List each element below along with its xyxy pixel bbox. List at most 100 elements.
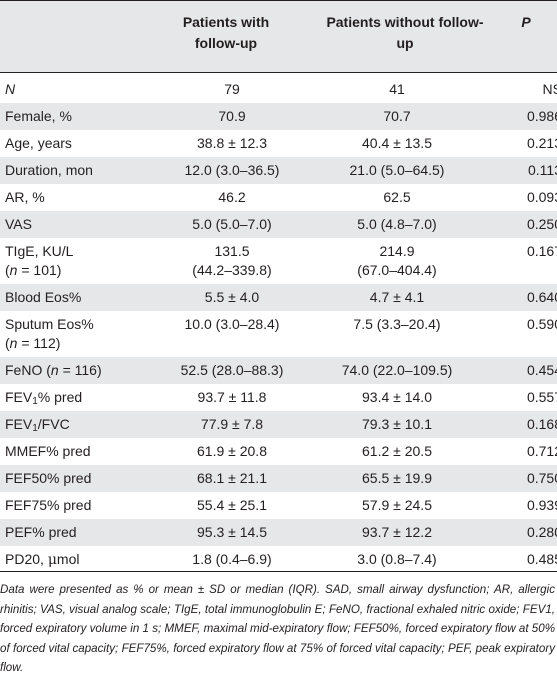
cell-with: 77.9 ± 7.8 bbox=[162, 411, 302, 438]
cell-p: 0.590 bbox=[526, 316, 557, 332]
cell-without: 7.5 (3.3–20.4) bbox=[353, 316, 441, 332]
cell-without: 74.0 (22.0–109.5) bbox=[302, 357, 492, 384]
row-label-pre: PD20, bbox=[5, 551, 48, 567]
row-label-n: n bbox=[9, 335, 18, 351]
cell-p: 0.250 bbox=[492, 211, 557, 238]
row-label-sub: 1 bbox=[32, 423, 38, 434]
row-label: Female, % bbox=[0, 103, 162, 130]
row-label: Blood Eos% bbox=[0, 284, 162, 311]
table-row: Age, years 38.8 ± 12.3 40.4 ± 13.5 0.213 bbox=[0, 130, 557, 157]
cell-p: 0.640 bbox=[492, 284, 557, 311]
header-p-value: P bbox=[521, 14, 531, 30]
data-table: N 79 41 NS Female, % 70.9 70.7 0.986 Age… bbox=[0, 76, 557, 573]
cell-without: 61.2 ± 20.5 bbox=[362, 443, 432, 459]
row-label: FeNO (n = 116) bbox=[0, 357, 162, 384]
row-label-n: n bbox=[50, 362, 59, 378]
table-row: PEF% pred 95.3 ± 14.5 93.7 ± 12.2 0.280 bbox=[0, 519, 557, 546]
cell-without: 4.7 ± 4.1 bbox=[302, 284, 492, 311]
table-row: PD20, μmol 1.8 (0.4–6.9) 3.0 (0.8–7.4) 0… bbox=[0, 546, 557, 573]
cell-p: 0.280 bbox=[492, 519, 557, 546]
row-label-pre: FEV bbox=[5, 389, 33, 405]
cell-with: 93.7 ± 11.8 bbox=[197, 389, 267, 405]
row-label: N bbox=[5, 81, 16, 97]
row-label: FEF75% pred bbox=[5, 497, 92, 513]
cell-with-line1: 131.5 bbox=[214, 243, 250, 259]
row-label: FEV1% pred bbox=[0, 384, 162, 411]
cell-with: 131.5 (44.2–339.8) bbox=[162, 238, 302, 284]
row-label-sub: 1 bbox=[32, 396, 38, 407]
table-row: AR, % 46.2 62.5 0.093 bbox=[0, 184, 557, 211]
cell-with: 52.5 (28.0–88.3) bbox=[162, 357, 302, 384]
header-band bbox=[0, 1, 557, 72]
table-row: Sputum Eos% (n = 112) 10.0 (3.0–28.4) 7.5… bbox=[0, 311, 557, 357]
table-row: FEV1% pred 93.7 ± 11.8 93.4 ± 14.0 0.557 bbox=[0, 384, 557, 411]
row-label-post: % pred bbox=[37, 389, 83, 405]
top-rule bbox=[0, 0, 557, 1]
cell-without: 214.9 (67.0–404.4) bbox=[302, 238, 492, 284]
row-label-post: mol bbox=[56, 551, 80, 567]
cell-with: 79 bbox=[224, 81, 240, 97]
row-label: FEF50% pred bbox=[0, 465, 162, 492]
cell-without: 62.5 bbox=[383, 189, 411, 205]
table-row: MMEF% pred 61.9 ± 20.8 61.2 ± 20.5 0.712 bbox=[0, 438, 557, 465]
row-label-mu: μ bbox=[47, 552, 57, 568]
row-label: Duration, mon bbox=[0, 157, 162, 184]
table-row: Duration, mon 12.0 (3.0–36.5) 21.0 (5.0–… bbox=[0, 157, 557, 184]
cell-with: 5.5 ± 4.0 bbox=[162, 284, 302, 311]
cell-p: 0.939 bbox=[526, 497, 557, 513]
row-label-pre: FEV bbox=[5, 416, 33, 432]
cell-p: 0.712 bbox=[526, 443, 557, 459]
cell-without: 21.0 (5.0–64.5) bbox=[302, 157, 492, 184]
cell-with: 10.0 (3.0–28.4) bbox=[184, 316, 280, 332]
cell-p: 0.454 bbox=[492, 357, 557, 384]
table-row: VAS 5.0 (5.0–7.0) 5.0 (4.8–7.0) 0.250 bbox=[0, 211, 557, 238]
cell-p: 0.986 bbox=[492, 103, 557, 130]
row-label-line1: Sputum Eos% bbox=[5, 316, 94, 332]
row-label-line1: TIgE, KU/L bbox=[5, 243, 74, 259]
cell-without: 40.4 ± 13.5 bbox=[362, 135, 432, 151]
table-footnote: Data were presented as % or mean ± SD or… bbox=[0, 583, 555, 675]
table-row: N 79 41 NS bbox=[0, 76, 557, 103]
cell-without-line2: (67.0–404.4) bbox=[357, 262, 437, 278]
cell-without: 70.7 bbox=[302, 103, 492, 130]
row-label-line2: = 112) bbox=[17, 335, 61, 351]
cell-p: NS bbox=[542, 81, 557, 97]
cell-without: 5.0 (4.8–7.0) bbox=[302, 211, 492, 238]
row-label: PD20, μmol bbox=[0, 546, 162, 573]
row-label-post: /FVC bbox=[37, 416, 70, 432]
row-label: FEV1/FVC bbox=[0, 411, 162, 438]
row-label-post: = 116) bbox=[58, 362, 102, 378]
header-without-follow-up: Patients without follow-up bbox=[326, 14, 484, 51]
cell-p: 0.750 bbox=[492, 465, 557, 492]
table-row: FEF75% pred 55.4 ± 25.1 57.9 ± 24.5 0.93… bbox=[0, 492, 557, 519]
table-row: Blood Eos% 5.5 ± 4.0 4.7 ± 4.1 0.640 bbox=[0, 284, 557, 311]
row-label: MMEF% pred bbox=[5, 443, 91, 459]
cell-p: 0.557 bbox=[526, 389, 557, 405]
cell-without: 3.0 (0.8–7.4) bbox=[357, 551, 437, 567]
row-label: Age, years bbox=[5, 135, 72, 151]
table-row: FEF50% pred 68.1 ± 21.1 65.5 ± 19.9 0.75… bbox=[0, 465, 557, 492]
cell-with: 55.4 ± 25.1 bbox=[197, 497, 267, 513]
cell-without: 65.5 ± 19.9 bbox=[302, 465, 492, 492]
table-row: FEV1/FVC 77.9 ± 7.8 79.3 ± 10.1 0.168 bbox=[0, 411, 557, 438]
cell-with: 95.3 ± 14.5 bbox=[162, 519, 302, 546]
cell-with: 12.0 (3.0–36.5) bbox=[162, 157, 302, 184]
cell-without: 41 bbox=[389, 81, 405, 97]
cell-without: 93.4 ± 14.0 bbox=[362, 389, 432, 405]
cell-p: 0.167 bbox=[526, 243, 557, 259]
cell-with: 5.0 (5.0–7.0) bbox=[162, 211, 302, 238]
cell-p: 0.213 bbox=[526, 135, 557, 151]
cell-with: 61.9 ± 20.8 bbox=[197, 443, 267, 459]
row-label: TIgE, KU/L (n = 101) bbox=[5, 243, 74, 278]
table-row: FeNO (n = 116) 52.5 (28.0–88.3) 74.0 (22… bbox=[0, 357, 557, 384]
cell-p: 0.113 bbox=[492, 157, 557, 184]
cell-with-line2: (44.2–339.8) bbox=[192, 262, 272, 278]
header-with-follow-up: Patients with follow-up bbox=[182, 14, 270, 51]
cell-p: 0.485 bbox=[526, 551, 557, 567]
cell-without: 93.7 ± 12.2 bbox=[302, 519, 492, 546]
cell-with: 46.2 bbox=[218, 189, 246, 205]
table-row: TIgE, KU/L (n = 101) 131.5 (44.2–339.8) 21… bbox=[0, 238, 557, 284]
cell-without: 57.9 ± 24.5 bbox=[362, 497, 432, 513]
cell-p: 0.168 bbox=[492, 411, 557, 438]
